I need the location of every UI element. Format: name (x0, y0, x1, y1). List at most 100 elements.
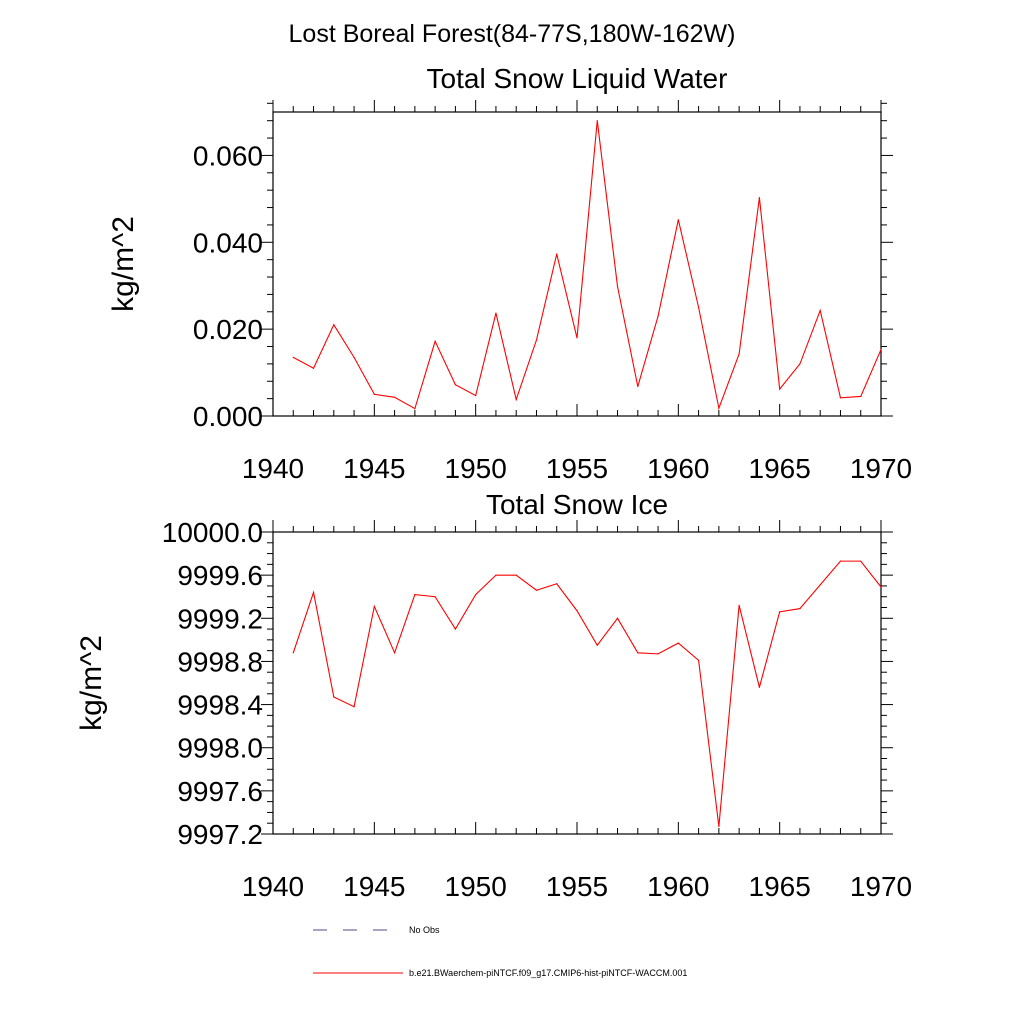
data-point (799, 363, 801, 365)
y-tick-label: 9999.2 (177, 603, 263, 634)
y-tick-label: 0.000 (193, 401, 263, 432)
chart-panel-2: Total Snow Ice 1940 1945 1950 1955 1960 1965 19… (75, 489, 912, 902)
x-tick-label: 1940 (242, 871, 304, 902)
data-point (860, 395, 862, 398)
y-tick-label: 9998.8 (177, 646, 263, 677)
data-point (738, 353, 740, 355)
data-point (454, 628, 456, 630)
data-point (596, 644, 598, 646)
data-point (880, 348, 882, 351)
data-point (596, 120, 598, 122)
data-point (373, 393, 375, 395)
data-point (819, 309, 821, 312)
data-point (312, 591, 315, 594)
x-tick-label: 1955 (546, 453, 608, 484)
x-tick-label: 1955 (546, 871, 608, 902)
data-point (637, 385, 639, 388)
data-point (454, 384, 456, 386)
legend: No Obs b.e21.BWaerchem-piNTCF.f09_g17.CMI… (313, 925, 687, 978)
data-point (839, 397, 842, 399)
y-tick-label: 0.040 (193, 227, 263, 258)
data-point (475, 593, 477, 596)
data-point (333, 696, 335, 698)
data-point (434, 596, 436, 598)
x-tick-label: 1965 (749, 871, 811, 902)
y-tick-label: 9999.6 (177, 560, 263, 591)
x-tick-label: 1945 (343, 871, 405, 902)
data-point (637, 652, 639, 654)
data-point (333, 324, 335, 326)
data-point (576, 337, 578, 339)
data-point (779, 611, 781, 613)
panel-title: Total Snow Liquid Water (427, 63, 728, 94)
data-point (535, 339, 538, 341)
y-tick-label: 9997.6 (177, 776, 263, 807)
data-point (677, 642, 679, 644)
data-point (657, 653, 659, 655)
data-point (799, 607, 801, 610)
x-tick-label: 1970 (850, 871, 912, 902)
x-tick-label: 1950 (445, 453, 507, 484)
data-point (414, 593, 416, 596)
x-tick-label: 1960 (647, 453, 709, 484)
data-point (515, 574, 517, 576)
data-point (698, 306, 700, 309)
data-point (556, 253, 558, 255)
data-point (616, 617, 619, 619)
y-axis-label: kg/m^2 (107, 216, 140, 312)
data-point (292, 652, 294, 654)
y-tick-label: 9997.2 (177, 819, 263, 850)
data-point (819, 584, 821, 586)
data-point (434, 340, 436, 342)
x-tick-label: 1940 (242, 453, 304, 484)
legend-label: No Obs (409, 925, 440, 935)
plot-frame (272, 111, 882, 417)
data-point (535, 589, 538, 591)
data-point (718, 825, 720, 828)
y-axis-label: kg/m^2 (75, 635, 108, 731)
panel-title: Total Snow Ice (486, 489, 668, 520)
data-point (880, 586, 882, 588)
data-point (394, 396, 396, 398)
y-tick-label: 0.020 (193, 314, 263, 345)
data-point (312, 367, 315, 369)
x-tick-label: 1950 (445, 871, 507, 902)
y-tick-label: 0.060 (193, 140, 263, 171)
data-point (475, 394, 477, 397)
y-tick-label: 9998.4 (177, 690, 263, 721)
x-tick-label: 1965 (749, 453, 811, 484)
data-point (677, 219, 679, 221)
data-point (353, 706, 355, 708)
data-point (657, 315, 659, 317)
x-tick-label: 1960 (647, 871, 709, 902)
series-line (292, 560, 882, 827)
data-point (758, 196, 761, 199)
series-line (293, 120, 882, 411)
data-point (292, 356, 294, 358)
data-point (556, 583, 558, 585)
x-tick-label: 1945 (343, 453, 405, 484)
data-point (373, 605, 375, 608)
data-point (515, 398, 517, 401)
figure-title: Lost Boreal Forest(84-77S,180W-162W) (289, 20, 736, 48)
data-point (495, 312, 497, 314)
data-point (576, 610, 578, 612)
chart-panel-1: Total Snow Liquid Water 1940 1945 1950 1955 1… (107, 63, 912, 484)
y-tick-label: 10000.0 (162, 517, 263, 548)
x-tick-label: 1970 (850, 453, 912, 484)
data-point (839, 560, 842, 562)
data-point (495, 574, 497, 576)
y-tick-label: 9998.0 (177, 733, 263, 764)
data-point (414, 408, 416, 410)
data-point (860, 560, 862, 562)
data-point (718, 407, 720, 409)
legend-label: b.e21.BWaerchem-piNTCF.f09_g17.CMIP6-his… (409, 968, 687, 978)
data-point (698, 659, 700, 661)
data-point (738, 604, 740, 606)
data-point (758, 686, 761, 688)
data-point (353, 356, 355, 358)
plot-frame (272, 531, 882, 835)
data-point (394, 652, 396, 654)
data-point (616, 285, 619, 288)
